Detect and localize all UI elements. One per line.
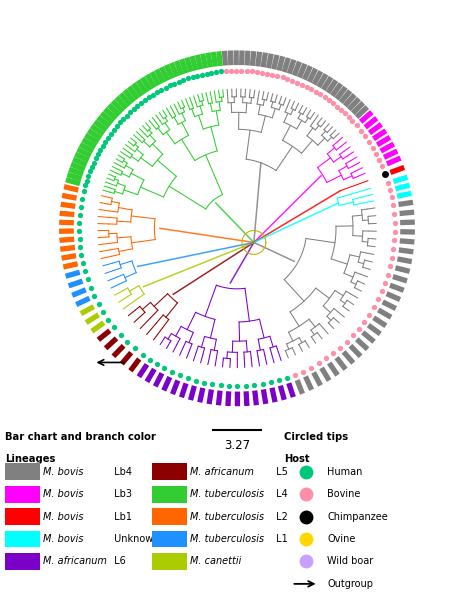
Text: Outgroup: Outgroup	[327, 579, 373, 589]
Text: L4: L4	[273, 489, 287, 499]
Bar	[152, 464, 187, 480]
Text: Wild boar: Wild boar	[327, 556, 374, 566]
Text: Ovine: Ovine	[327, 534, 356, 544]
Text: M. canettii: M. canettii	[190, 556, 241, 566]
Bar	[152, 531, 187, 547]
Text: Host: Host	[284, 454, 310, 464]
Bar	[152, 508, 187, 525]
Bar	[5, 486, 40, 502]
Text: M. tuberculosis: M. tuberculosis	[190, 489, 264, 499]
Bar	[5, 464, 40, 480]
Text: M. africanum: M. africanum	[43, 556, 107, 566]
Text: L1: L1	[273, 534, 287, 544]
Text: Lb1: Lb1	[111, 512, 132, 522]
Text: M. tuberculosis: M. tuberculosis	[190, 534, 264, 544]
Text: L2: L2	[273, 512, 287, 522]
Text: M. bovis: M. bovis	[43, 489, 83, 499]
Text: M. africanum: M. africanum	[190, 467, 254, 477]
Text: M. bovis: M. bovis	[43, 467, 83, 477]
Text: M. tuberculosis: M. tuberculosis	[190, 512, 264, 522]
Text: Lb4: Lb4	[111, 467, 132, 477]
Text: M. bovis: M. bovis	[43, 534, 83, 544]
Text: M. bovis: M. bovis	[43, 512, 83, 522]
Text: Circled tips: Circled tips	[284, 432, 348, 442]
Text: Chimpanzee: Chimpanzee	[327, 512, 388, 522]
Text: Unknown: Unknown	[111, 534, 160, 544]
Text: Human: Human	[327, 467, 363, 477]
Bar	[152, 486, 187, 502]
Text: Bar chart and branch color: Bar chart and branch color	[5, 432, 155, 442]
Text: L5: L5	[273, 467, 287, 477]
Bar	[5, 508, 40, 525]
Text: 3.27: 3.27	[224, 439, 250, 452]
Bar	[5, 553, 40, 570]
Text: Bovine: Bovine	[327, 489, 360, 499]
Bar	[5, 531, 40, 547]
Text: Lineages: Lineages	[5, 454, 55, 464]
Text: Lb3: Lb3	[111, 489, 132, 499]
Text: L6: L6	[111, 556, 126, 566]
Bar	[152, 553, 187, 570]
